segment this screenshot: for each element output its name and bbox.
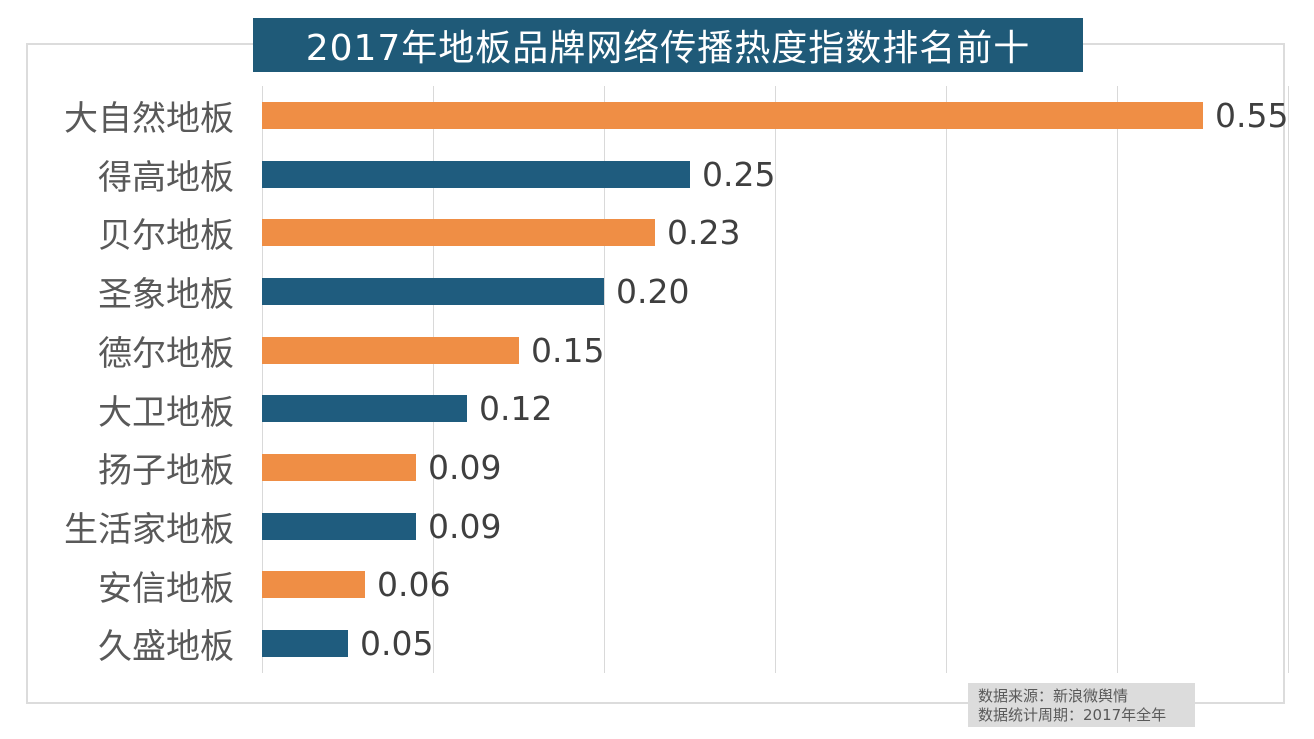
value-label: 0.25 bbox=[702, 155, 776, 194]
category-axis-labels: 大自然地板得高地板贝尔地板圣象地板德尔地板大卫地板扬子地板生活家地板安信地板久盛… bbox=[0, 86, 240, 673]
bar bbox=[262, 395, 467, 422]
gridline bbox=[262, 86, 263, 673]
category-label: 扬子地板 bbox=[98, 451, 234, 491]
value-label: 0.09 bbox=[428, 448, 502, 487]
value-label: 0.23 bbox=[667, 213, 741, 252]
bar bbox=[262, 102, 1203, 129]
bar bbox=[262, 219, 655, 246]
value-label: 0.09 bbox=[428, 507, 502, 546]
category-label: 久盛地板 bbox=[98, 627, 234, 667]
bar bbox=[262, 454, 416, 481]
category-label: 贝尔地板 bbox=[98, 216, 234, 256]
category-label: 圣象地板 bbox=[98, 275, 234, 315]
value-label: 0.20 bbox=[616, 272, 690, 311]
bar bbox=[262, 278, 604, 305]
bar bbox=[262, 630, 348, 657]
value-label: 0.06 bbox=[377, 565, 451, 604]
category-label: 得高地板 bbox=[98, 158, 234, 198]
category-label: 德尔地板 bbox=[98, 334, 234, 374]
category-label: 安信地板 bbox=[98, 569, 234, 609]
gridline bbox=[946, 86, 947, 673]
chart-title-text: 2017年地板品牌网络传播热度指数排名前十 bbox=[305, 28, 1031, 69]
bar bbox=[262, 337, 519, 364]
gridline bbox=[775, 86, 776, 673]
data-period-line: 数据统计周期：2017年全年 bbox=[978, 706, 1167, 724]
bar bbox=[262, 571, 365, 598]
category-label: 生活家地板 bbox=[64, 510, 234, 550]
category-label: 大卫地板 bbox=[98, 393, 234, 433]
data-source-note: 数据来源：新浪微舆情 数据统计周期：2017年全年 bbox=[968, 683, 1195, 727]
gridline bbox=[604, 86, 605, 673]
data-source-line: 数据来源：新浪微舆情 bbox=[978, 687, 1129, 705]
category-label: 大自然地板 bbox=[64, 99, 234, 139]
bar bbox=[262, 161, 690, 188]
value-label: 0.55 bbox=[1215, 96, 1289, 135]
gridline bbox=[433, 86, 434, 673]
value-label: 0.05 bbox=[360, 624, 434, 663]
bar bbox=[262, 513, 416, 540]
gridline bbox=[1117, 86, 1118, 673]
value-label: 0.12 bbox=[479, 389, 553, 428]
plot-area: 0.55 0.25 0.23 0.20 0.15 0.12 0.09 0.09 0.06 0.05 bbox=[262, 86, 1289, 673]
value-label: 0.15 bbox=[531, 331, 605, 370]
chart-title-banner: 2017年地板品牌网络传播热度指数排名前十 bbox=[253, 18, 1083, 72]
gridline bbox=[1288, 86, 1289, 673]
